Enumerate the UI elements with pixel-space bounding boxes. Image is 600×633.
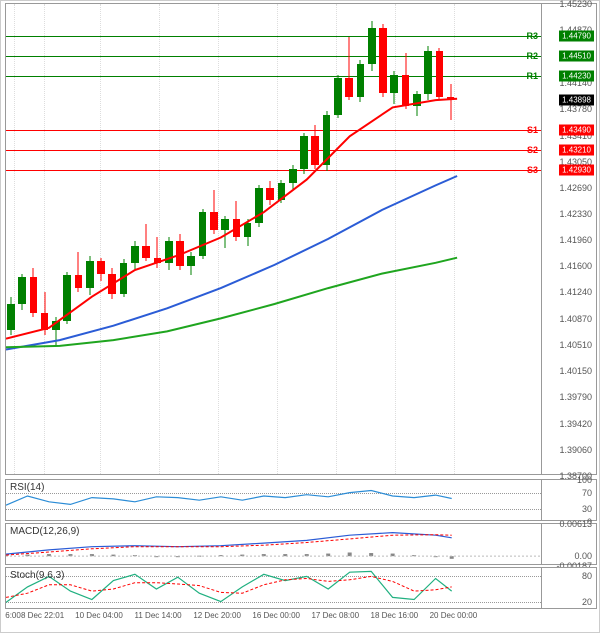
rsi-panel[interactable]: RSI(14) 03070100 [5, 479, 597, 521]
price-ytick: 1.39790 [559, 392, 592, 402]
price-chart-area[interactable] [6, 4, 541, 474]
price-ytick: 1.41600 [559, 261, 592, 271]
stoch-label: Stoch(9,6,3) [10, 570, 64, 581]
price-ytick: 1.45230 [559, 0, 592, 9]
macd-overlay [6, 524, 541, 564]
x-tick: 12 Dec 20:00 [193, 611, 241, 620]
level-price-S3: 1.42930 [559, 165, 594, 176]
level-label-R2: R2 [526, 51, 538, 61]
x-tick: 17 Dec 08:00 [311, 611, 359, 620]
x-tick: 18 Dec 16:00 [371, 611, 419, 620]
macd-ytick: 0.00613 [559, 519, 592, 529]
chart-container: 1.387001.390601.394201.397901.401501.405… [0, 0, 600, 633]
x-tick: 6:00 [5, 611, 21, 620]
stoch-chart-area[interactable] [6, 568, 541, 608]
rsi-line [6, 480, 541, 520]
level-price-S1: 1.43490 [559, 124, 594, 135]
rsi-label: RSI(14) [10, 482, 44, 493]
price-ytick: 1.39060 [559, 445, 592, 455]
price-ytick: 1.40870 [559, 314, 592, 324]
stoch-ytick: 80 [582, 571, 592, 581]
stoch-panel[interactable]: Stoch(9,6,3) 2080 [5, 567, 597, 609]
price-y-axis: 1.387001.390601.394201.397901.401501.405… [541, 4, 596, 474]
price-ytick: 1.42690 [559, 183, 592, 193]
x-tick: 8 Dec 22:01 [21, 611, 64, 620]
rsi-ytick: 70 [582, 488, 592, 498]
rsi-y-axis: 03070100 [541, 480, 596, 520]
level-label-S3: S3 [527, 165, 538, 175]
x-tick: 20 Dec 00:00 [430, 611, 478, 620]
level-price-S2: 1.43210 [559, 145, 594, 156]
macd-panel[interactable]: MACD(12,26,9) 0.006130.00-0.00187 [5, 523, 597, 565]
price-ytick: 1.41240 [559, 287, 592, 297]
rsi-ytick: 30 [582, 504, 592, 514]
rsi-ytick: 100 [577, 475, 592, 485]
level-price-R1: 1.44230 [559, 71, 594, 82]
macd-chart-area[interactable] [6, 524, 541, 564]
price-panel[interactable]: 1.387001.390601.394201.397901.401501.405… [5, 3, 597, 475]
level-label-R1: R1 [526, 71, 538, 81]
level-price-R3: 1.44790 [559, 30, 594, 41]
level-label-S1: S1 [527, 125, 538, 135]
x-tick: 16 Dec 00:00 [252, 611, 300, 620]
price-ytick: 1.40510 [559, 340, 592, 350]
ma-overlay [6, 4, 541, 474]
x-axis: 6:008 Dec 22:01 10 Dec 04:00 11 Dec 14:00 1… [5, 611, 597, 631]
level-price-R2: 1.44510 [559, 51, 594, 62]
macd-ytick: 0.00 [574, 551, 592, 561]
price-ytick: 1.42330 [559, 209, 592, 219]
price-ytick: 1.40150 [559, 366, 592, 376]
macd-label: MACD(12,26,9) [10, 526, 79, 537]
level-label-S2: S2 [527, 145, 538, 155]
stoch-ytick: 20 [582, 597, 592, 607]
current-price-marker: 1.43898 [559, 95, 594, 106]
stoch-y-axis: 2080 [541, 568, 596, 608]
x-tick: 11 Dec 14:00 [135, 611, 182, 620]
x-tick: 10 Dec 04:00 [75, 611, 123, 620]
level-label-R3: R3 [526, 31, 538, 41]
price-ytick: 1.41960 [559, 235, 592, 245]
macd-y-axis: 0.006130.00-0.00187 [541, 524, 596, 564]
stoch-overlay [6, 568, 541, 608]
price-ytick: 1.39420 [559, 419, 592, 429]
rsi-chart-area[interactable] [6, 480, 541, 520]
